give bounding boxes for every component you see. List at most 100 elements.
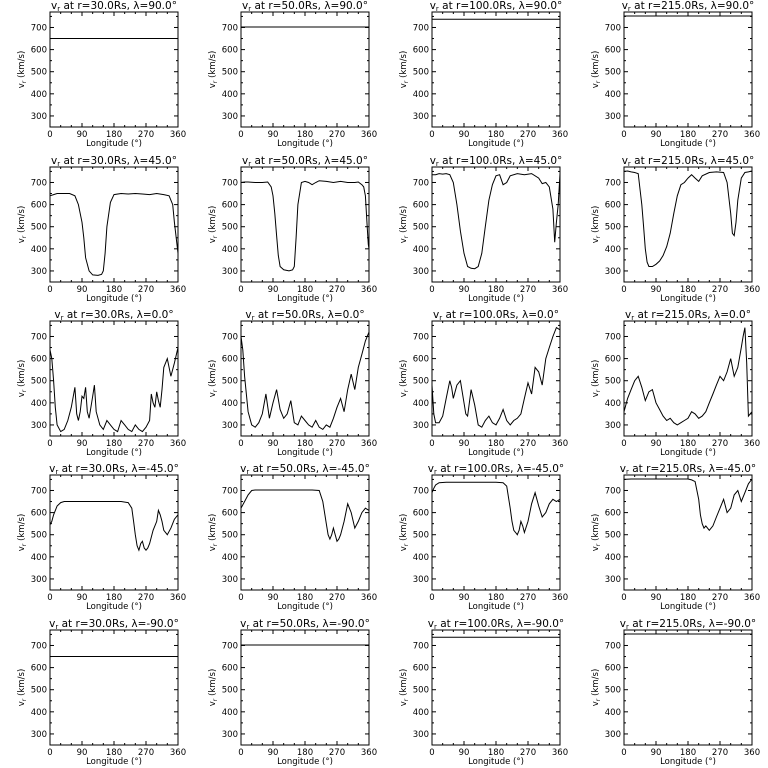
y-tick-label: 400 <box>605 399 621 409</box>
x-tick-label: 180 <box>680 439 696 449</box>
x-tick-label: 360 <box>361 748 377 758</box>
y-tick-label: 300 <box>413 575 429 585</box>
y-axis-label: vr (km/s) <box>208 206 219 244</box>
x-tick-label: 90 <box>77 130 88 140</box>
x-tick-label: 180 <box>106 130 122 140</box>
y-tick-label: 600 <box>222 509 238 519</box>
plot-frame <box>240 11 370 128</box>
x-tick-label: 270 <box>712 285 728 295</box>
y-tick-label: 400 <box>605 553 621 563</box>
y-tick-label: 400 <box>413 245 429 255</box>
y-tick-label: 600 <box>413 46 429 56</box>
y-tick-label: 300 <box>31 267 47 277</box>
x-tick-label: 0 <box>238 130 243 140</box>
x-tick-label: 270 <box>520 593 536 603</box>
panel-title: vr at r=30.0Rs, λ=-90.0° <box>49 618 179 631</box>
y-axis-label: vr (km/s) <box>399 669 410 707</box>
x-tick-label: 180 <box>680 130 696 140</box>
panel-title: vr at r=215.0Rs, λ=-45.0° <box>620 463 756 476</box>
y-tick-label: 300 <box>413 421 429 431</box>
y-tick-label: 300 <box>413 112 429 122</box>
x-tick-label: 270 <box>138 130 154 140</box>
x-axis-label: Longitude (°) <box>277 139 333 149</box>
y-tick-label: 600 <box>413 201 429 211</box>
plot-frame <box>431 629 561 746</box>
y-tick-label: 400 <box>413 708 429 718</box>
x-tick-label: 180 <box>297 130 313 140</box>
plot-frame <box>240 474 370 591</box>
x-axis-label: Longitude (°) <box>660 139 716 149</box>
y-axis-label: vr (km/s) <box>17 206 28 244</box>
y-tick-label: 300 <box>413 267 429 277</box>
plot-frame <box>623 474 753 591</box>
x-axis-label: Longitude (°) <box>86 139 142 149</box>
x-tick-label: 270 <box>329 439 345 449</box>
x-tick-label: 270 <box>138 593 154 603</box>
x-tick-label: 90 <box>268 439 279 449</box>
x-axis-label: Longitude (°) <box>277 294 333 304</box>
plot-frame <box>240 629 370 746</box>
y-tick-label: 700 <box>222 641 238 651</box>
y-tick-label: 500 <box>222 686 238 696</box>
y-tick-label: 400 <box>31 90 47 100</box>
x-tick-label: 360 <box>170 593 186 603</box>
y-tick-label: 700 <box>413 332 429 342</box>
x-axis-label: Longitude (°) <box>86 757 142 767</box>
y-tick-label: 300 <box>222 730 238 740</box>
x-axis-label: Longitude (°) <box>660 294 716 304</box>
y-tick-label: 700 <box>605 332 621 342</box>
y-tick-label: 700 <box>222 486 238 496</box>
y-axis-label: vr (km/s) <box>208 51 219 89</box>
y-tick-label: 400 <box>222 553 238 563</box>
x-tick-label: 360 <box>361 130 377 140</box>
x-tick-label: 180 <box>297 748 313 758</box>
y-tick-label: 600 <box>413 664 429 674</box>
x-axis-label: Longitude (°) <box>468 294 524 304</box>
y-tick-label: 500 <box>605 68 621 78</box>
x-tick-label: 0 <box>47 439 52 449</box>
y-tick-label: 600 <box>31 664 47 674</box>
y-tick-label: 400 <box>222 708 238 718</box>
y-tick-label: 400 <box>413 90 429 100</box>
panel-title: vr at r=30.0Rs, λ=90.0° <box>51 0 177 13</box>
y-tick-label: 500 <box>413 686 429 696</box>
y-axis-label: vr (km/s) <box>208 360 219 398</box>
panel-title: vr at r=215.0Rs, λ=45.0° <box>622 155 755 168</box>
y-tick-label: 700 <box>605 178 621 188</box>
x-tick-label: 0 <box>47 593 52 603</box>
x-tick-label: 0 <box>429 285 434 295</box>
y-tick-label: 600 <box>31 46 47 56</box>
data-series-line <box>623 327 753 426</box>
x-tick-label: 90 <box>459 748 470 758</box>
plot-frame <box>431 11 561 128</box>
panel-title: vr at r=50.0Rs, λ=45.0° <box>242 155 368 168</box>
x-tick-label: 360 <box>552 285 568 295</box>
data-series-line <box>240 331 370 431</box>
y-tick-label: 300 <box>605 267 621 277</box>
x-tick-label: 270 <box>138 748 154 758</box>
y-tick-label: 500 <box>605 223 621 233</box>
y-tick-label: 500 <box>31 377 47 387</box>
x-axis-label: Longitude (°) <box>468 757 524 767</box>
chart-panel: vr at r=100.0Rs, λ=0.0° 0 90 180 270 360 300 40… <box>399 309 568 458</box>
y-tick-label: 400 <box>222 245 238 255</box>
plot-frame <box>623 11 753 128</box>
x-tick-label: 90 <box>459 285 470 295</box>
y-tick-label: 400 <box>222 399 238 409</box>
y-tick-label: 500 <box>222 377 238 387</box>
chart-panel: vr at r=30.0Rs, λ=-45.0° 0 90 180 270 360 300 4… <box>17 463 186 612</box>
x-tick-label: 360 <box>170 130 186 140</box>
y-tick-label: 300 <box>31 730 47 740</box>
x-tick-label: 0 <box>621 285 626 295</box>
x-tick-label: 0 <box>47 130 52 140</box>
y-tick-label: 400 <box>222 90 238 100</box>
panel-title: vr at r=215.0Rs, λ=90.0° <box>622 0 755 13</box>
y-tick-label: 600 <box>31 509 47 519</box>
plot-frame <box>49 11 179 128</box>
data-series-line <box>432 173 561 270</box>
plot-frame <box>431 166 561 283</box>
chart-panel: vr at r=215.0Rs, λ=-45.0° 0 90 180 270 360 300… <box>591 463 760 612</box>
y-tick-label: 300 <box>413 730 429 740</box>
x-tick-label: 90 <box>651 439 662 449</box>
